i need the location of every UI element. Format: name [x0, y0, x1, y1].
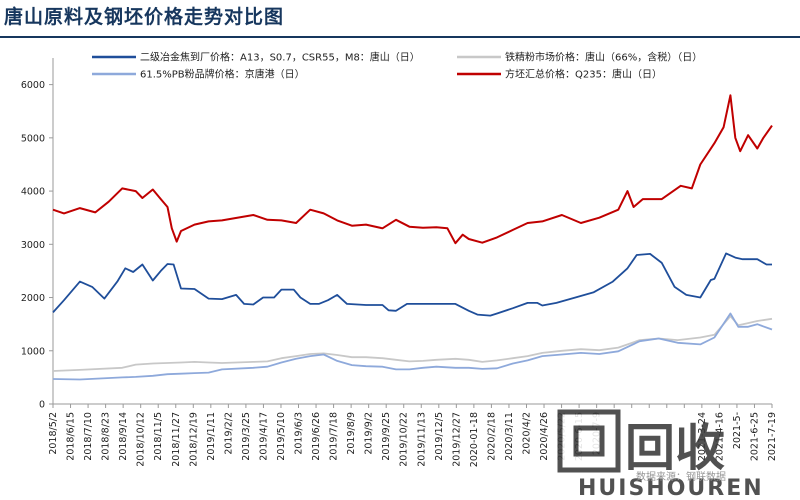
x-tick-label: 2019/8/9 [346, 412, 357, 455]
x-tick-label: 2019/3/25 [241, 412, 252, 461]
axes: 0 1000 2000 3000 4000 5000 6000 2018/5/2 2018/6/… [21, 58, 778, 467]
x-tick-label: 2021-4-16 [714, 412, 725, 461]
title-rule [0, 36, 800, 38]
x-tick-label: 2019/7/18 [329, 412, 340, 461]
series-line-1 [52, 315, 773, 372]
x-tick-label: 2020-01-18 [469, 412, 480, 467]
x-tick-label: 2019/6/26 [311, 412, 322, 461]
x-tick-label: 2019/12/27 [451, 412, 462, 467]
y-tick-label: 1000 [21, 346, 45, 357]
y-tick-label: 0 [39, 400, 45, 411]
legend-label: 61.5%PB粉品牌价格：京唐港（日） [140, 68, 305, 81]
legend: 二级冶金焦到厂价格：A13，S0.7，CSR55，M8：唐山（日） 铁精粉市场价格… [92, 51, 702, 81]
x-tick-label: 2018/9/14 [118, 412, 129, 461]
x-tick-label: 2021-6-25 [749, 412, 760, 461]
x-tick-label: 2018/12/19 [188, 412, 199, 467]
legend-label: 铁精粉市场价格：唐山（66%，含税）（日） [505, 51, 702, 64]
legend-label: 方坯汇总价格：Q235：唐山（日） [505, 68, 662, 81]
x-tick-label: 2018/8/23 [101, 412, 112, 461]
series-line-0 [52, 252, 772, 317]
x-tick-label: 2019/4/17 [258, 412, 269, 461]
x-tick-label: 2018/11/5 [153, 412, 164, 461]
series-line-2 [52, 312, 773, 381]
x-tick-label: 2018/7/10 [83, 412, 94, 461]
y-tick-label: 5000 [21, 133, 45, 144]
y-tick-label: 4000 [21, 187, 45, 198]
y-tick-label: 3000 [21, 240, 45, 251]
watermark-box-left [557, 409, 621, 473]
x-tick-label: 2018/6/15 [66, 412, 77, 461]
y-tick-label: 6000 [21, 80, 45, 91]
x-tick-label: 2019/6/3 [294, 412, 305, 455]
x-tick-label: 2018/10/12 [136, 412, 147, 467]
watermark-note: 数据来源：钢联数据 [636, 470, 726, 483]
series-lines [52, 94, 773, 381]
x-tick-label: 2021-3-24 [697, 412, 708, 461]
chart-title: 唐山原料及钢坯价格走势对比图 [4, 6, 285, 28]
x-tick-label: 2019/9/2 [364, 412, 375, 455]
x-tick-label: 2019/9/25 [381, 412, 392, 461]
x-tick-label: 2021-5- [732, 412, 743, 449]
x-tick-label: 2020/3/11 [504, 412, 515, 461]
y-tick-label: 2000 [21, 293, 45, 304]
x-tick-label: 2020/4/26 [539, 412, 550, 461]
x-tick-label: 2020/2/18 [486, 412, 497, 461]
x-tick-label: 2019/1/11 [206, 412, 217, 461]
watermark-text: 回收 [625, 419, 725, 477]
x-tick-label: 2019/12/5 [434, 412, 445, 461]
x-tick-label: 2018/11/27 [171, 412, 182, 467]
x-tick-label: 2019/2/2 [223, 412, 234, 455]
watermark-sub: HUISHOUREN [578, 476, 764, 500]
x-tick-label: 2021-7-19 [767, 412, 778, 461]
x-tick-label: 2020/4/2 [521, 412, 532, 455]
x-tick-label: 2018/5/2 [48, 412, 59, 455]
watermark-box-inner [573, 425, 605, 457]
legend-label: 二级冶金焦到厂价格：A13，S0.7，CSR55，M8：唐山（日） [140, 51, 420, 64]
series-line-3 [52, 94, 773, 245]
watermark-logo: 回收 HUISHOUREN 数据来源：钢联数据 [557, 409, 764, 500]
x-tick-label: 2019/11/13 [416, 412, 427, 467]
x-tick-label: 2019/5/10 [276, 412, 287, 461]
x-tick-label: 2019/10/22 [399, 412, 410, 467]
